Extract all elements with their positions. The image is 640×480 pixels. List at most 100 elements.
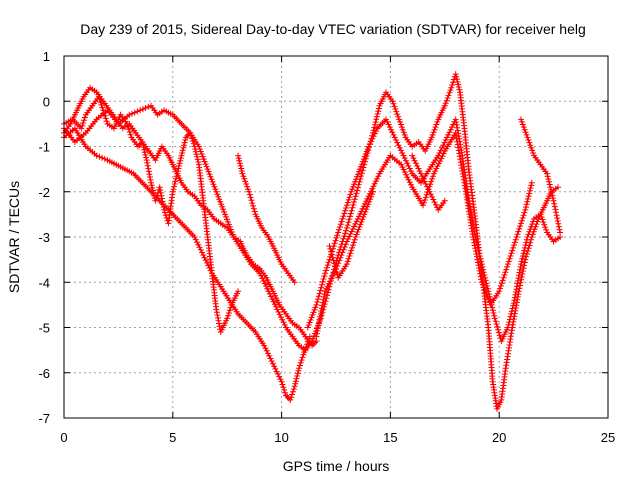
data-point — [445, 92, 452, 99]
data-point — [282, 389, 289, 396]
data-point — [455, 81, 462, 88]
data-point — [178, 152, 185, 159]
data-point — [507, 253, 514, 259]
data-point — [272, 365, 279, 372]
data-point — [528, 223, 535, 230]
data-point — [314, 299, 321, 305]
data-point — [518, 217, 525, 224]
data-point — [419, 173, 426, 180]
data-point — [206, 265, 213, 271]
data-point — [322, 270, 329, 277]
data-point — [420, 199, 427, 206]
data-point — [477, 255, 484, 262]
data-point — [362, 208, 369, 215]
data-point — [262, 345, 269, 352]
data-point — [521, 209, 528, 216]
data-point — [281, 321, 288, 328]
data-point — [323, 267, 329, 274]
tick-layer: 0 5 10 15 20 25 -7 -6 -5 -4 -3 -2 -1 0 1 — [38, 49, 615, 445]
data-point — [395, 113, 402, 120]
data-point — [442, 137, 449, 143]
y-tick-label: -6 — [38, 366, 50, 381]
data-point — [511, 242, 517, 249]
data-point — [521, 126, 528, 133]
data-point — [144, 159, 151, 166]
data-point — [509, 305, 516, 312]
data-point — [171, 183, 177, 190]
data-point — [447, 126, 454, 133]
data-point — [225, 310, 232, 316]
data-point — [490, 310, 497, 316]
data-point — [176, 160, 183, 167]
data-point — [194, 156, 201, 163]
data-point — [263, 347, 270, 354]
data-point — [343, 202, 350, 209]
data-point — [496, 332, 503, 339]
data-point — [318, 284, 325, 291]
data-point — [528, 179, 535, 186]
data-point — [141, 146, 148, 153]
data-point — [341, 210, 348, 217]
data-point — [288, 394, 295, 401]
data-point — [384, 118, 391, 125]
data-point — [425, 186, 432, 193]
data-point — [395, 142, 402, 149]
data-point — [292, 378, 299, 385]
data-point — [236, 157, 243, 164]
data-point — [319, 281, 325, 288]
data-point — [509, 247, 516, 254]
data-point — [258, 272, 265, 279]
data-point — [495, 329, 502, 336]
data-point — [370, 188, 376, 195]
data-point — [332, 237, 339, 244]
data-point — [513, 234, 520, 240]
data-point — [402, 157, 409, 164]
data-point — [459, 170, 466, 177]
data-point — [336, 226, 342, 233]
data-point — [389, 129, 396, 136]
data-point — [344, 258, 351, 265]
data-point — [126, 129, 133, 135]
data-point — [401, 155, 408, 162]
data-point — [199, 249, 205, 256]
data-point — [478, 258, 485, 265]
data-point — [506, 255, 513, 262]
data-point — [348, 188, 355, 195]
data-point — [191, 234, 198, 240]
data-point — [508, 308, 515, 315]
data-point — [334, 232, 341, 239]
data-point — [279, 381, 286, 388]
data-point — [266, 290, 273, 297]
data-point — [331, 240, 338, 247]
data-point — [289, 388, 296, 395]
data-point — [242, 178, 249, 185]
data-point — [453, 73, 460, 80]
data-point — [336, 224, 343, 230]
data-point — [493, 321, 500, 328]
data-point — [270, 298, 277, 305]
data-point — [491, 312, 498, 319]
data-point — [373, 116, 380, 123]
data-point — [81, 117, 87, 124]
data-point — [498, 280, 505, 287]
data-point — [353, 190, 360, 197]
data-point — [517, 223, 524, 230]
data-point — [343, 227, 349, 234]
data-point — [316, 290, 323, 297]
data-point — [263, 283, 270, 290]
chart-title: Day 239 of 2015, Sidereal Day-to-day VTE… — [80, 21, 586, 37]
data-point — [241, 175, 248, 182]
data-point — [549, 195, 556, 202]
data-point — [405, 162, 412, 169]
data-point — [406, 165, 413, 172]
data-point — [197, 246, 204, 253]
series-layer — [61, 71, 564, 412]
data-point — [485, 288, 492, 295]
series-line — [237, 155, 296, 283]
data-point — [528, 144, 535, 151]
data-point — [429, 131, 436, 138]
data-point — [415, 165, 422, 172]
data-point — [299, 354, 306, 361]
data-point — [274, 371, 281, 377]
data-point — [431, 199, 438, 206]
